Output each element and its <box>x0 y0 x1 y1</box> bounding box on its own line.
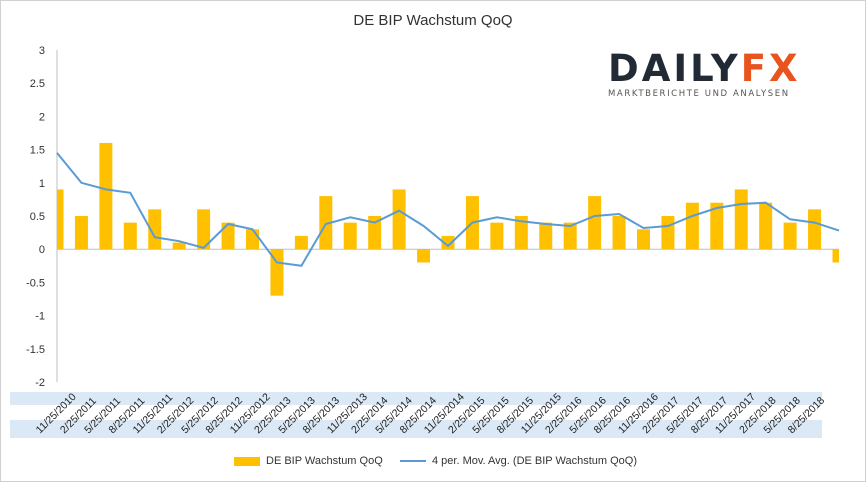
bar-mark <box>563 222 577 250</box>
bar-mark <box>172 242 186 250</box>
bar-mark <box>148 209 162 250</box>
bar-mark <box>57 189 64 250</box>
y-tick-label: 2 <box>39 111 45 123</box>
legend-line-swatch <box>400 460 426 462</box>
bar-mark <box>539 222 553 250</box>
y-tick-label: -2 <box>35 377 45 389</box>
bar-mark <box>808 209 822 250</box>
x-band-strip <box>10 420 822 438</box>
y-tick-label: 1.5 <box>30 145 45 157</box>
bar-mark <box>759 202 773 250</box>
y-tick-label: -0.5 <box>26 277 45 289</box>
legend-bar-label: DE BIP Wachstum QoQ <box>266 455 383 467</box>
logo-tagline: MARKTBERICHTE UND ANALYSEN <box>608 89 790 99</box>
logo-fx-text: FX <box>740 47 801 90</box>
bar-mark <box>197 209 211 250</box>
bar-mark <box>588 196 602 250</box>
bar-mark <box>490 222 504 250</box>
dailyfx-logo: DAILYFX MARKTBERICHTE UND ANALYSEN <box>608 50 833 99</box>
bar-mark <box>637 229 650 250</box>
chart-title: DE BIP Wachstum QoQ <box>353 12 513 29</box>
bar-mark <box>734 189 748 250</box>
bar-mark <box>74 216 88 250</box>
bar-mark <box>417 249 431 263</box>
legend-item-line: 4 per. Mov. Avg. (DE BIP Wachstum QoQ) <box>400 455 637 467</box>
legend-item-bar: DE BIP Wachstum QoQ <box>234 455 383 467</box>
bar-mark <box>319 196 333 250</box>
legend-line-label: 4 per. Mov. Avg. (DE BIP Wachstum QoQ) <box>432 455 637 467</box>
bar-mark <box>99 142 113 250</box>
bar-mark <box>270 249 284 296</box>
bar-mark <box>441 235 455 250</box>
logo-daily-text: DAILY <box>608 47 741 90</box>
bar-mark <box>612 216 626 250</box>
bar-mark <box>246 229 259 250</box>
legend-bar-swatch <box>234 456 260 466</box>
y-tick-label: -1 <box>35 311 45 323</box>
moving-average-line <box>56 152 840 267</box>
bar-mark <box>221 222 235 250</box>
bar-mark <box>832 249 839 263</box>
bar-mark <box>368 216 382 250</box>
bar-mark <box>392 189 406 250</box>
bar-mark <box>343 222 357 250</box>
y-tick-label: 2.5 <box>30 78 45 90</box>
y-tick-label: 0 <box>39 244 45 256</box>
y-tick-label: -1.5 <box>26 344 45 356</box>
bar-mark <box>710 202 724 250</box>
bar-mark <box>294 235 308 250</box>
bar-mark <box>123 222 137 250</box>
bar-mark <box>685 202 699 250</box>
x-band-strip <box>10 392 822 405</box>
logo-wordmark: DAILYFX <box>608 50 833 87</box>
bar-mark <box>661 216 675 250</box>
bar-mark <box>783 222 797 250</box>
y-tick-label: 3 <box>39 45 45 57</box>
y-tick-label: 0.5 <box>30 211 45 223</box>
y-tick-label: 1 <box>39 178 45 190</box>
bar-mark <box>514 216 528 250</box>
